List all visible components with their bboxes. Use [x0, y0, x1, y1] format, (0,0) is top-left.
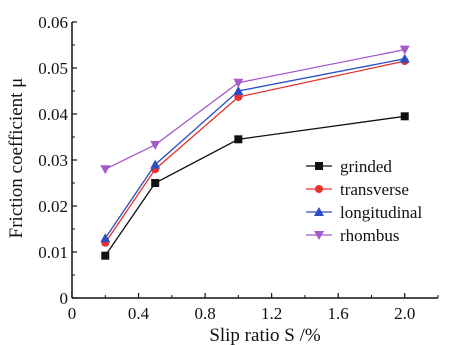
data-point-grinded	[400, 112, 409, 121]
y-tick-label: 0.01	[38, 243, 68, 262]
x-tick-label: 0.4	[128, 304, 150, 323]
legend-label: longitudinal	[340, 203, 422, 222]
x-tick-label: 1.6	[328, 304, 349, 323]
y-tick-label: 0	[60, 289, 69, 308]
data-point-longitudinal	[399, 53, 410, 63]
x-tick-label: 0.8	[194, 304, 215, 323]
legend-label: grinded	[340, 157, 392, 176]
legend-item-transverse: transverse	[306, 180, 409, 199]
y-tick-label: 0.03	[38, 151, 68, 170]
legend-marker	[315, 185, 323, 193]
data-point-rhombus	[233, 78, 244, 88]
x-tick-label: 0	[68, 304, 77, 323]
legend-item-rhombus: rhombus	[306, 226, 400, 245]
series-longitudinal	[100, 53, 410, 243]
legend-marker	[315, 162, 323, 170]
series-grinded	[101, 112, 409, 260]
y-axis-label: Friction coefficient μ	[6, 78, 27, 239]
legend-marker	[314, 207, 324, 216]
y-tick-label: 0.06	[38, 13, 68, 32]
legend-label: transverse	[340, 180, 409, 199]
data-point-rhombus	[150, 140, 161, 150]
series-line-transverse	[104, 60, 405, 244]
series-line-longitudinal	[104, 58, 405, 239]
series-line-grinded	[104, 115, 405, 257]
series-line-rhombus	[104, 48, 405, 170]
ticks: 0 0.01 0.02 0.03 0.04 0.05 0.06 0 0.4 0.8 1.2 1.6 2.…	[38, 13, 439, 323]
series-group	[100, 45, 410, 260]
series-rhombus	[100, 45, 410, 175]
y-tick-label: 0.05	[38, 59, 68, 78]
data-point-rhombus	[399, 45, 410, 55]
x-tick-label: 1.2	[261, 304, 282, 323]
legend-item-grinded: grinded	[306, 157, 392, 176]
legend-marker	[314, 231, 324, 240]
data-point-longitudinal	[150, 159, 161, 169]
x-tick-label: 2.0	[394, 304, 415, 323]
legend: grinded transverse longitudinal rhombus	[306, 157, 422, 245]
y-tick-label: 0.02	[38, 197, 68, 216]
data-point-grinded	[151, 179, 160, 187]
legend-item-longitudinal: longitudinal	[306, 203, 422, 222]
data-point-longitudinal	[100, 233, 111, 243]
data-point-grinded	[234, 135, 243, 144]
data-point-longitudinal	[233, 86, 244, 95]
x-axis-label: Slip ratio S /%	[209, 325, 321, 345]
data-point-grinded	[101, 251, 110, 260]
data-point-rhombus	[100, 165, 111, 175]
y-tick-label: 0.04	[38, 105, 68, 124]
legend-label: rhombus	[340, 226, 400, 245]
